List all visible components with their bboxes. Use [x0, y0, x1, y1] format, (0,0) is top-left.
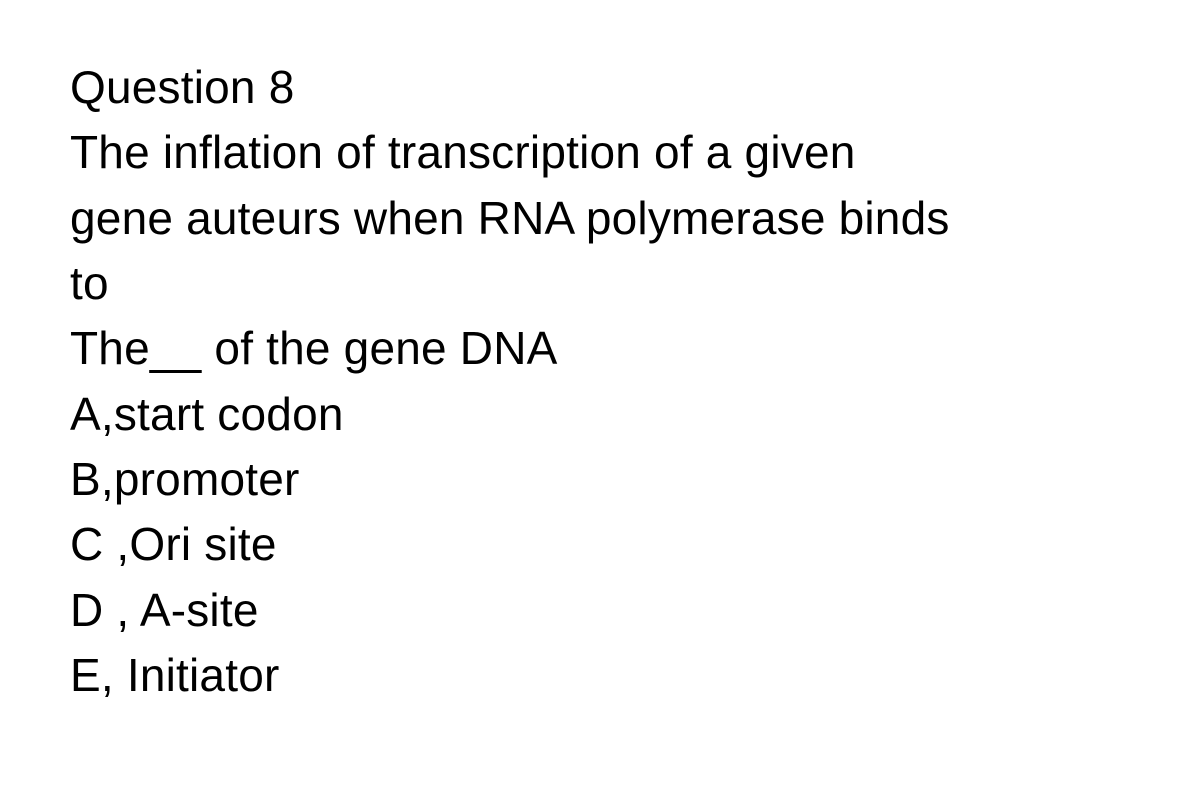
- option-d: D , A-site: [70, 578, 1130, 643]
- question-stem-line1: The inflation of transcription of a give…: [70, 120, 1130, 185]
- question-stem-line4: The__ of the gene DNA: [70, 316, 1130, 381]
- question-heading: Question 8: [70, 55, 1130, 120]
- option-b: B,promoter: [70, 447, 1130, 512]
- option-a: A,start codon: [70, 382, 1130, 447]
- option-e: E, Initiator: [70, 643, 1130, 708]
- question-stem-line3: to: [70, 251, 1130, 316]
- option-c: C ,Ori site: [70, 512, 1130, 577]
- question-container: Question 8 The inflation of transcriptio…: [70, 55, 1130, 708]
- question-stem-line2: gene auteurs when RNA polymerase binds: [70, 186, 1130, 251]
